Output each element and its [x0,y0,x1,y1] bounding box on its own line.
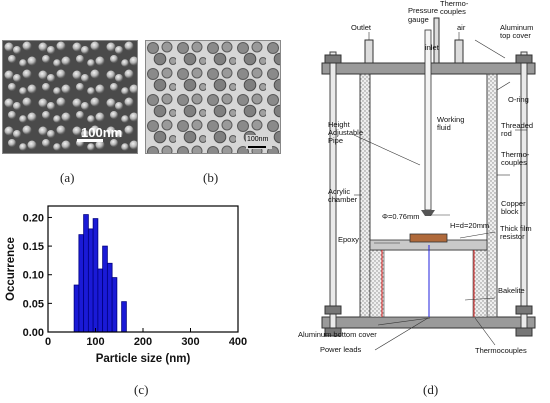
nut [515,305,533,315]
histogram-bar [102,245,108,333]
label-block: block [501,207,519,216]
caption-d: (d) [423,382,439,397]
label-pressure: Pressure [408,6,438,15]
scale-label-b: 100nm [247,136,269,143]
caption-a: (a) [60,170,75,185]
label-bakelite: Bakelite [498,286,525,295]
label-resistor: resistor [500,232,525,241]
label-working: Working [437,115,464,124]
label-o-ring: O-ring [508,95,529,104]
y-tick-label: 0.20 [23,212,44,224]
label-thermo-top-2: couples [440,7,466,16]
acrylic-wall-left [359,73,371,318]
pipe-nozzle [421,210,435,216]
label-thermo-side-1: Thermo- [501,150,530,159]
sem-image-a: 100nm [2,40,138,154]
nut [515,54,533,64]
label-adjustable: Adjustable [328,128,363,137]
acrylic-wall-right [486,73,498,318]
air-fitting [454,39,464,64]
histogram-bar [73,284,80,333]
aluminum-bottom-cover [321,316,536,329]
histogram-bar [78,234,85,333]
histogram-bar [97,268,104,333]
label-acrylic: Acrylic [328,187,350,196]
caption-c: (c) [134,382,149,397]
label-thermocouples-bottom: Thermocouples [475,346,527,355]
x-tick-label: 300 [181,336,199,348]
label-thermo-side-2: couples [501,158,527,167]
label-chamber: chamber [328,195,358,204]
label-thermo-top-1: Thermo- [440,0,469,8]
particle-size-histogram: 0.00 0.05 0.10 0.15 0.20 0 100 200 300 400 Particl… [5,205,247,365]
tem-particles-b [146,41,280,153]
label-copper: Copper [501,199,526,208]
x-axis-label: Particle size (nm) [96,353,191,365]
nut [324,54,342,64]
scale-label-a: 100nm [81,125,123,140]
y-tick-label: 0.05 [23,298,44,310]
label-pipe: Pipe [328,136,343,145]
histogram-bar [111,277,118,333]
histogram-bar [106,262,113,333]
label-aluminum-top-2: top cover [500,31,531,40]
label-phi: Φ=0.76mm [382,212,419,221]
label-aluminum-top-1: Aluminum [500,23,533,32]
label-h: H=d=20mm [450,221,489,230]
label-fluid: fluid [437,123,451,132]
bakelite-side-right [472,249,488,318]
x-tick-label: 100 [86,336,104,348]
leader-lines [353,32,527,351]
y-tick-label: 0.10 [23,270,44,282]
histogram-bar [83,214,89,333]
x-tick-label: 0 [45,336,51,348]
tem-image-b: 100nm [145,40,281,154]
apparatus-diagram: Outlet Pressure gauge Thermo- couples in… [298,0,536,355]
caption-b: (b) [203,170,219,185]
label-outlet: Outlet [351,23,372,32]
label-aluminum-bottom: Aluminum bottom cover [298,330,377,339]
outlet-fitting [364,39,374,64]
histogram-bar [92,218,99,333]
label-height: Height [328,120,351,129]
height-adjustable-pipe [424,29,432,211]
histogram-bar [87,228,94,333]
label-threaded-2: rod [501,129,512,138]
nut [515,327,533,337]
label-threaded-1: Threaded [501,121,533,130]
thermocouple-fitting [433,17,440,64]
y-axis-label: Occurrence [5,237,17,301]
label-thick-film: Thick film [500,224,532,233]
copper-block [409,233,448,243]
label-gauge: gauge [408,15,429,24]
x-tick-label: 400 [229,336,247,348]
label-power-leads: Power leads [320,345,362,354]
label-epoxy: Epoxy [338,235,359,244]
x-tick-label: 200 [134,336,152,348]
y-tick-label: 0.15 [23,241,44,253]
label-air: air [457,23,466,32]
histogram-bar [121,301,127,333]
y-tick-label: 0.00 [23,327,44,339]
sem-particles-a [3,41,137,153]
nut [324,305,342,315]
nut [324,327,342,337]
label-inlet: inlet [425,43,440,52]
